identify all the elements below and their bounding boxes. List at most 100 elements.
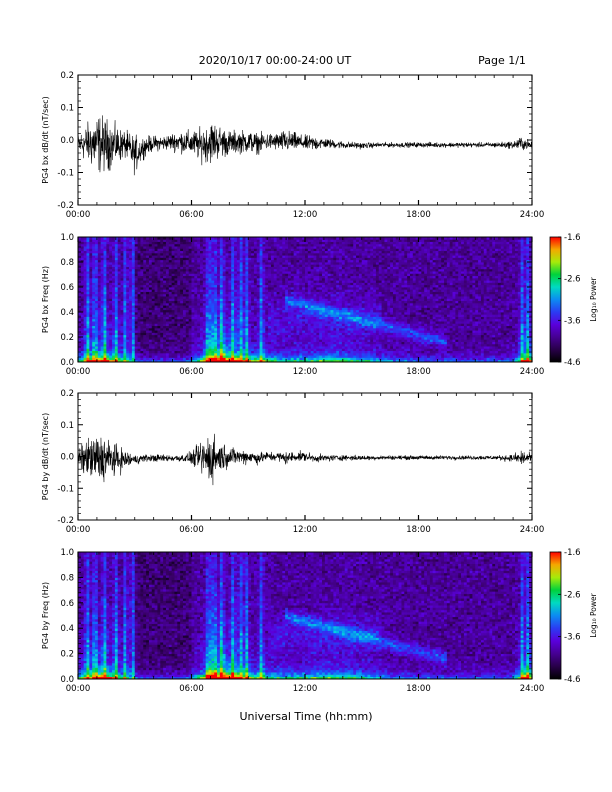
spectrogram-cell xyxy=(157,321,161,324)
spectrogram-cell xyxy=(296,348,300,352)
spectrogram-cell xyxy=(205,355,209,358)
spectrogram-cell xyxy=(146,352,150,356)
spectrogram-cell xyxy=(123,314,127,317)
spectrogram-cell xyxy=(160,309,164,313)
spectrogram-cell xyxy=(273,309,278,313)
spectrogram-cell xyxy=(225,264,229,267)
spectrogram-cell xyxy=(270,305,275,308)
spectrogram-cell xyxy=(120,262,124,265)
spectrogram-cell xyxy=(129,262,133,265)
spectrogram-cell xyxy=(165,321,170,324)
spectrogram-cell xyxy=(217,250,221,254)
spectrogram-cell xyxy=(148,312,153,315)
spectrogram-cell xyxy=(109,293,113,297)
spectrogram-cell xyxy=(129,259,133,263)
spectrogram-cell xyxy=(137,271,141,274)
spectrogram-cell xyxy=(279,339,283,342)
spectrogram-cell xyxy=(146,357,150,361)
spectrogram-cell xyxy=(180,291,184,295)
spectrogram-cell xyxy=(253,314,258,317)
spectrogram-cell xyxy=(103,255,107,258)
spectrogram-cell xyxy=(148,350,153,354)
spectrogram-cell xyxy=(270,307,275,311)
spectrogram-cell xyxy=(239,343,243,347)
spectrogram-cell xyxy=(211,284,215,288)
spectrogram-cell xyxy=(296,291,300,295)
spectrogram-cell xyxy=(92,277,96,281)
spectrogram-cell xyxy=(182,248,187,252)
spectrogram-cell xyxy=(327,277,331,281)
spectrogram-cell xyxy=(185,332,190,336)
spectrogram-cell xyxy=(236,271,241,274)
spectrogram-cell xyxy=(180,239,184,242)
spectrogram-cell xyxy=(208,348,212,352)
spectrogram-cell xyxy=(231,314,235,317)
spectrogram-cell xyxy=(259,284,263,288)
spectrogram-cell xyxy=(146,355,150,358)
spectrogram-cell xyxy=(180,350,184,354)
spectrogram-cell xyxy=(322,355,326,358)
spectrogram-cell xyxy=(276,334,280,338)
spectrogram-cell xyxy=(225,298,229,302)
spectrogram-cell xyxy=(103,348,107,352)
spectrogram-cell xyxy=(299,277,303,281)
spectrogram-cell xyxy=(276,237,280,240)
spectrogram-cell xyxy=(236,298,241,302)
spectrogram-cell xyxy=(211,359,215,363)
spectrogram-cell xyxy=(146,239,150,242)
spectrogram-cell xyxy=(194,305,198,308)
spectrogram-cell xyxy=(86,264,90,267)
spectrogram-cell xyxy=(202,341,207,345)
spectrogram-cell xyxy=(262,343,266,347)
spectrogram-cell xyxy=(316,337,320,340)
spectrogram-cell xyxy=(202,330,207,333)
spectrogram-cell xyxy=(273,266,278,270)
spectrogram-cell xyxy=(143,339,147,342)
spectrogram-cell xyxy=(202,348,207,352)
spectrogram-cell xyxy=(322,305,326,308)
spectrogram-cell xyxy=(299,239,303,242)
spectrogram-cell xyxy=(211,296,215,299)
spectrogram-cell xyxy=(259,302,263,306)
spectrogram-cell xyxy=(160,257,164,261)
spectrogram-cell xyxy=(259,298,263,302)
spectrogram-cell xyxy=(80,266,85,270)
spectrogram-cell xyxy=(211,330,215,333)
spectrogram-cell xyxy=(282,291,286,295)
spectrogram-cell xyxy=(287,330,292,333)
spectrogram-cell xyxy=(293,273,297,277)
spectrogram-cell xyxy=(92,343,96,347)
spectrogram-cell xyxy=(157,291,161,295)
spectrogram-cell xyxy=(239,318,243,322)
spectrogram-cell xyxy=(148,332,153,336)
spectrogram-cell xyxy=(160,291,164,295)
spectrogram-cell xyxy=(95,325,99,329)
spectrogram-cell xyxy=(80,293,85,297)
spectrogram-cell xyxy=(228,284,232,288)
spectrogram-cell xyxy=(219,300,224,304)
spectrogram-cell xyxy=(208,293,212,297)
spectrogram-cell xyxy=(191,259,195,263)
spectrogram-cell xyxy=(214,241,218,245)
spectrogram-cell xyxy=(177,289,181,292)
spectrogram-cell xyxy=(180,327,184,331)
spectrogram-cell xyxy=(163,262,167,265)
spectrogram-cell xyxy=(112,282,116,286)
spectrogram-cell xyxy=(242,309,246,313)
spectrogram-cell xyxy=(140,307,144,311)
spectrogram-cell xyxy=(296,300,300,304)
spectrogram-cell xyxy=(256,355,260,358)
spectrogram-cell xyxy=(120,332,124,336)
spectrogram-cell xyxy=(114,355,119,358)
spectrogram-cell xyxy=(279,325,283,329)
spectrogram-cell xyxy=(259,287,263,290)
spectrogram-cell xyxy=(259,316,263,320)
spectrogram-cell xyxy=(168,346,173,349)
spectrogram-cell xyxy=(191,237,195,240)
spectrogram-cell xyxy=(234,318,238,322)
spectrogram-cell xyxy=(112,316,116,320)
spectrogram-cell xyxy=(259,282,263,286)
spectrogram-cell xyxy=(180,296,184,299)
spectrogram-cell xyxy=(188,248,192,252)
spectrogram-cell xyxy=(112,250,116,254)
